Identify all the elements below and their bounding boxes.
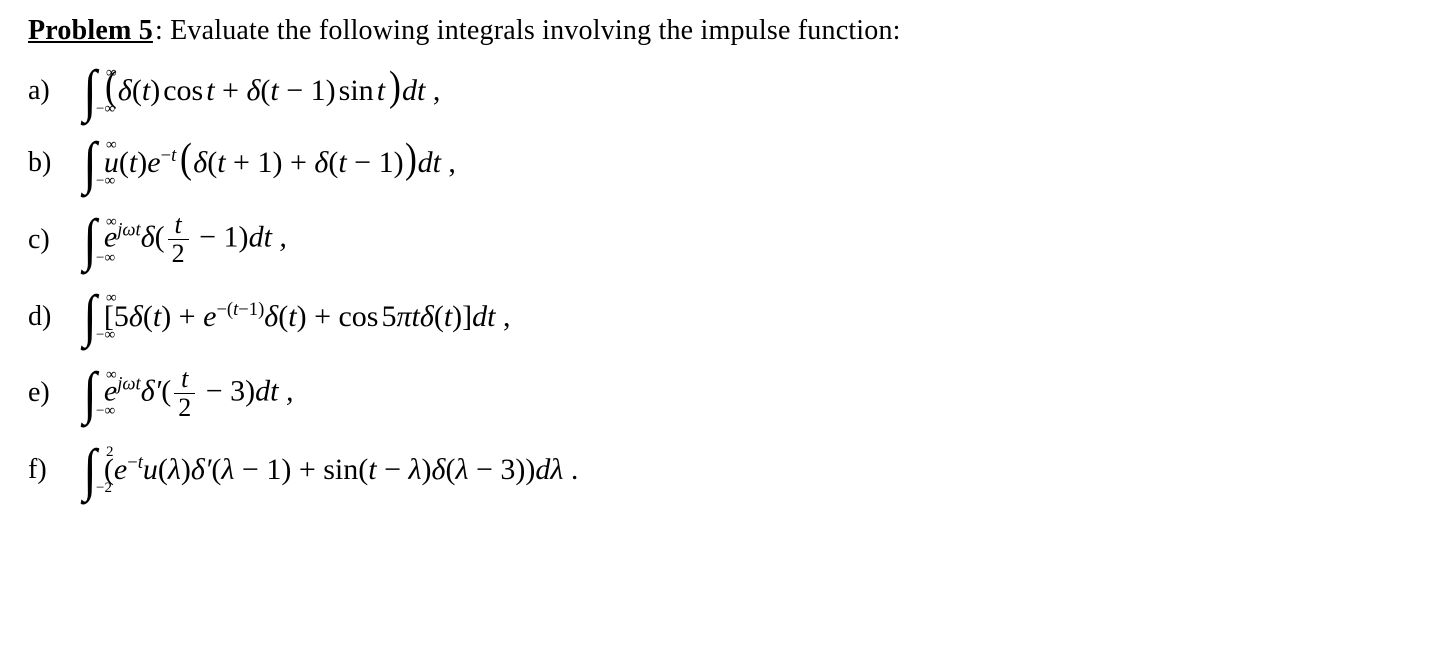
lower-limit: −∞	[96, 326, 115, 344]
item-letter: e)	[28, 376, 82, 410]
exponent: jωt	[117, 220, 140, 241]
item-letter: d)	[28, 300, 82, 334]
frac-den: 2	[168, 239, 189, 267]
exponent: jωt	[117, 373, 140, 394]
item-f: f) ∫ 2 −2 (e−tu(λ)δ′(λ − 1) + sin(t − λ)…	[28, 447, 1448, 493]
after-frac: − 1)	[192, 221, 249, 254]
fraction: t2	[174, 366, 195, 421]
item-a-math: ∫ ∞ −∞ (δ(t)cost + δ(t − 1)sint)dt ,	[82, 68, 440, 114]
item-b-math: ∫ ∞ −∞ u(t)e−t(δ(t + 1) + δ(t − 1))dt ,	[82, 140, 456, 186]
integrand: [5δ(t) + e−(t−1)δ(t) + cos5πtδ(t)]dt ,	[104, 299, 511, 335]
after-frac: − 3)	[198, 374, 255, 407]
upper-limit: ∞	[106, 213, 117, 231]
integrand: (e−tu(λ)δ′(λ − 1) + sin(t − λ)δ(λ − 3))d…	[104, 452, 578, 488]
item-letter: b)	[28, 146, 82, 180]
integral-icon: ∫	[83, 217, 97, 263]
integral-sign: ∫ ∞ −∞	[82, 140, 100, 186]
integral-sign: ∫ 2 −2	[82, 447, 100, 493]
integrand: u(t)e−t(δ(t + 1) + δ(t − 1))dt ,	[104, 145, 456, 181]
upper-limit: 2	[106, 443, 114, 461]
lower-limit: −∞	[96, 172, 115, 190]
frac-num: t	[177, 366, 192, 393]
upper-limit: ∞	[106, 289, 117, 307]
upper-limit: ∞	[106, 366, 117, 384]
item-d-math: ∫ ∞ −∞ [5δ(t) + e−(t−1)δ(t) + cos5πtδ(t)…	[82, 293, 510, 339]
lower-limit: −2	[96, 479, 112, 497]
integrand: ejωtδ′(t2 − 3)dt ,	[104, 366, 294, 421]
item-letter: c)	[28, 223, 82, 257]
integral-icon: ∫	[83, 68, 97, 114]
integrand: ejωtδ(t2 − 1)dt ,	[104, 212, 287, 267]
lower-limit: −∞	[96, 249, 115, 267]
problem-heading-line: Problem 5: Evaluate the following integr…	[28, 14, 1448, 48]
trailer: dt ,	[255, 374, 293, 407]
integrand: (δ(t)cost + δ(t − 1)sint)dt ,	[104, 73, 440, 109]
frac-den: 2	[174, 393, 195, 421]
item-d: d) ∫ ∞ −∞ [5δ(t) + e−(t−1)δ(t) + cos5πtδ…	[28, 293, 1448, 339]
item-b: b) ∫ ∞ −∞ u(t)e−t(δ(t + 1) + δ(t − 1))dt…	[28, 140, 1448, 186]
item-c-math: ∫ ∞ −∞ ejωtδ(t2 − 1)dt ,	[82, 212, 287, 267]
integral-sign: ∫ ∞ −∞	[82, 217, 100, 263]
problem-heading-after: : Evaluate the following integrals invol…	[155, 15, 901, 46]
item-e-math: ∫ ∞ −∞ ejωtδ′(t2 − 3)dt ,	[82, 366, 293, 421]
integral-icon: ∫	[83, 140, 97, 186]
lower-limit: −∞	[96, 402, 115, 420]
item-f-math: ∫ 2 −2 (e−tu(λ)δ′(λ − 1) + sin(t − λ)δ(λ…	[82, 447, 578, 493]
trailer: dt ,	[249, 221, 287, 254]
integral-sign: ∫ ∞ −∞	[82, 68, 100, 114]
integral-icon: ∫	[83, 447, 97, 493]
item-letter: a)	[28, 74, 82, 108]
integral-sign: ∫ ∞ −∞	[82, 370, 100, 416]
fraction: t2	[168, 212, 189, 267]
item-a: a) ∫ ∞ −∞ (δ(t)cost + δ(t − 1)sint)dt ,	[28, 68, 1448, 114]
upper-limit: ∞	[106, 136, 117, 154]
frac-num: t	[171, 212, 186, 239]
item-e: e) ∫ ∞ −∞ ejωtδ′(t2 − 3)dt ,	[28, 366, 1448, 421]
item-c: c) ∫ ∞ −∞ ejωtδ(t2 − 1)dt ,	[28, 212, 1448, 267]
problem-heading: Problem 5	[28, 15, 153, 46]
integral-sign: ∫ ∞ −∞	[82, 293, 100, 339]
item-letter: f)	[28, 453, 82, 487]
integral-icon: ∫	[83, 293, 97, 339]
integral-icon: ∫	[83, 370, 97, 416]
